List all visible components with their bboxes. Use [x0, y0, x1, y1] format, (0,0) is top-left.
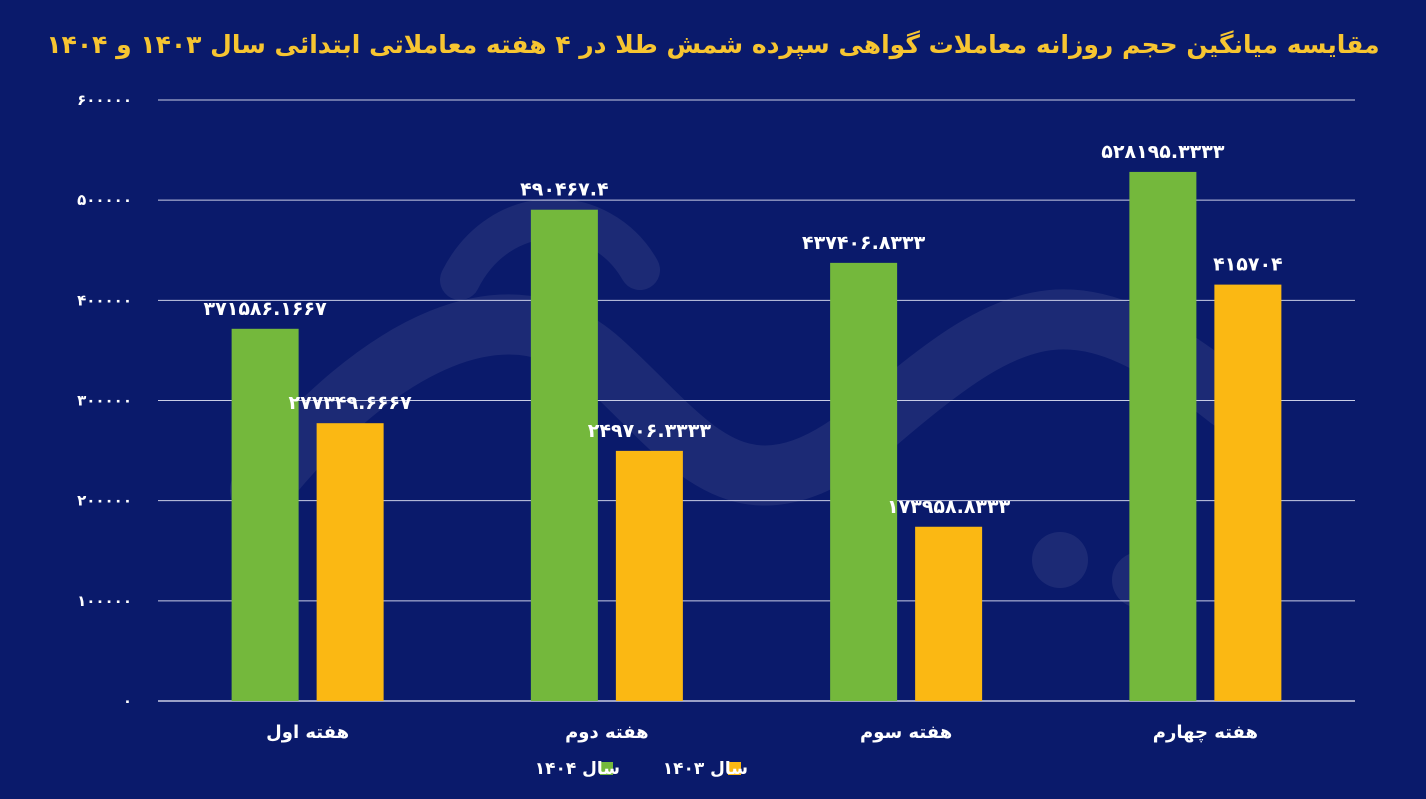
data-label: ۴۳۷۴۰۶.۸۳۳۳ — [802, 232, 926, 254]
data-label: ۳۷۱۵۸۶.۱۶۶۷ — [204, 298, 328, 320]
bar-1403 — [615, 450, 683, 701]
y-tick-label: ۳۰۰۰۰۰ — [77, 392, 132, 410]
data-label: ۴۱۵۷۰۴ — [1213, 254, 1283, 276]
data-label: ۵۲۸۱۹۵.۳۳۳۳ — [1101, 141, 1225, 163]
y-tick-label: ۱۰۰۰۰۰ — [77, 592, 132, 610]
y-tick-label: ۲۰۰۰۰۰ — [77, 492, 132, 510]
bar-1404 — [530, 209, 598, 701]
legend-swatch-1403 — [728, 762, 741, 775]
bar-1404 — [1129, 171, 1197, 702]
x-tick-label: هفته اول — [266, 722, 349, 743]
data-label: ۲۷۷۳۴۹.۶۶۶۷ — [289, 392, 413, 414]
y-tick-label: ۶۰۰۰۰۰ — [77, 91, 132, 109]
x-tick-label: هفته چهارم — [1153, 722, 1258, 743]
legend-label-1403: سال ۱۴۰۳ — [663, 759, 748, 779]
legend-swatch-1404 — [600, 762, 613, 775]
x-tick-label: هفته دوم — [565, 722, 649, 743]
legend-label-1404: سال ۱۴۰۴ — [535, 759, 620, 779]
data-label: ۴۹۰۴۶۷.۴ — [520, 179, 608, 201]
bar-1403 — [316, 423, 384, 701]
data-label: ۲۴۹۷۰۶.۳۳۳۳ — [588, 420, 712, 442]
y-tick-label: ۵۰۰۰۰۰ — [77, 191, 132, 209]
bar-1403 — [915, 526, 983, 701]
bar-1404 — [830, 262, 898, 701]
chart-title: مقایسه میانگین حجم روزانه معاملات گواهی … — [46, 30, 1380, 59]
y-tick-label: ۰ — [123, 692, 132, 710]
bar-1403 — [1214, 284, 1282, 701]
y-tick-label: ۴۰۰۰۰۰ — [77, 291, 132, 309]
x-tick-label: هفته سوم — [860, 722, 952, 743]
data-label: ۱۷۳۹۵۸.۸۳۳۳ — [887, 496, 1011, 518]
bar-1404 — [231, 328, 299, 701]
